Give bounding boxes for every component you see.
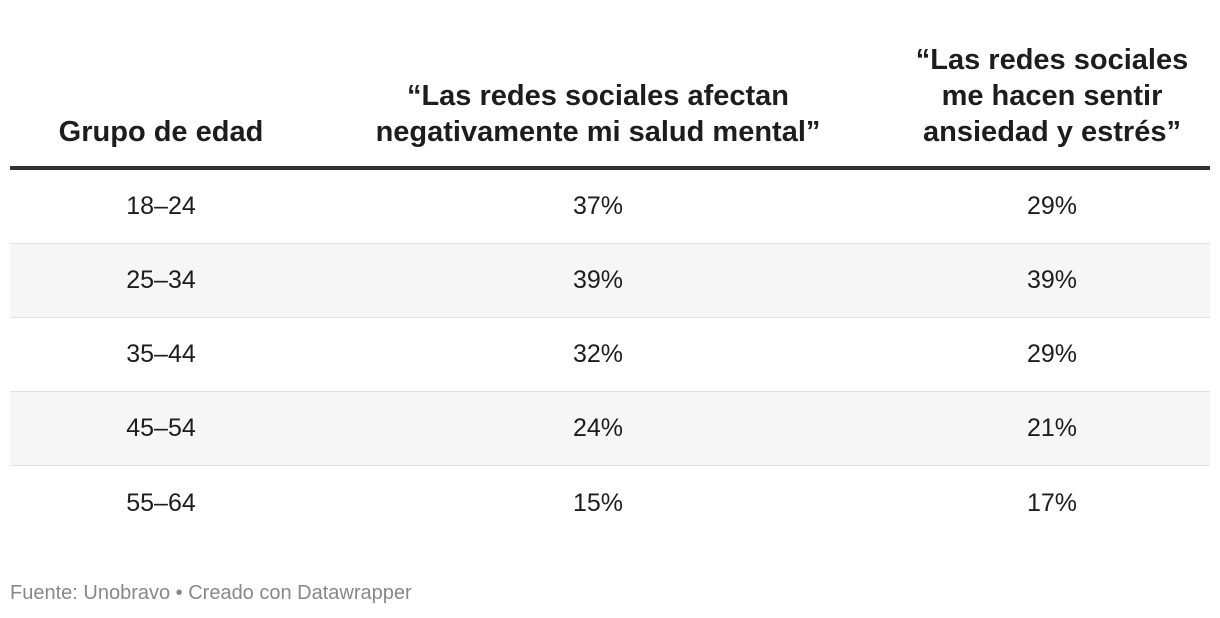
table-row: 25–34 39% 39% bbox=[10, 244, 1210, 318]
header-age-group-label: Grupo de edad bbox=[58, 116, 264, 148]
header-anxiety-stress: “Las redes sociales me hacen sentir ansi… bbox=[884, 42, 1210, 166]
cell-negative-mental-health: 32% bbox=[572, 340, 624, 368]
cell-anxiety-stress: 17% bbox=[1026, 488, 1078, 517]
cell-anxiety-stress: 39% bbox=[1026, 266, 1078, 294]
cell-age-group: 55–64 bbox=[126, 488, 196, 517]
table-row: 35–44 32% 29% bbox=[10, 318, 1210, 392]
header-anxiety-stress-line-1: “Las redes sociales bbox=[915, 44, 1189, 76]
data-table: Grupo de edad “Las redes sociales afecta… bbox=[10, 0, 1210, 540]
source-credit: Fuente: Unobravo • Creado con Datawrappe… bbox=[10, 582, 412, 604]
cell-anxiety-stress: 29% bbox=[1026, 340, 1078, 368]
header-negative-mental-health-line-2: negativamente mi salud mental” bbox=[375, 116, 821, 148]
cell-age-group: 25–34 bbox=[126, 266, 196, 294]
cell-age-group: 18–24 bbox=[126, 192, 196, 220]
table-row: 18–24 37% 29% bbox=[10, 170, 1210, 244]
header-age-group: Grupo de edad bbox=[10, 114, 312, 166]
header-negative-mental-health-line-1: “Las redes sociales afectan bbox=[406, 80, 790, 112]
cell-anxiety-stress: 21% bbox=[1026, 414, 1078, 442]
cell-anxiety-stress: 29% bbox=[1026, 192, 1078, 220]
table-body: 18–24 37% 29% 25–34 39% 39% 35–44 32% 29% 45–54 24… bbox=[10, 170, 1210, 540]
header-negative-mental-health: “Las redes sociales afectan negativament… bbox=[312, 78, 884, 166]
header-anxiety-stress-line-2: me hacen sentir bbox=[941, 80, 1163, 112]
cell-negative-mental-health: 39% bbox=[572, 266, 624, 294]
header-anxiety-stress-line-3: ansiedad y estrés” bbox=[923, 116, 1181, 148]
cell-negative-mental-health: 15% bbox=[572, 488, 624, 517]
table-row: 55–64 15% 17% bbox=[10, 466, 1210, 540]
table-row: 45–54 24% 21% bbox=[10, 392, 1210, 466]
cell-age-group: 45–54 bbox=[126, 414, 196, 442]
table-header: Grupo de edad “Las redes sociales afecta… bbox=[10, 0, 1210, 170]
cell-age-group: 35–44 bbox=[126, 340, 196, 368]
cell-negative-mental-health: 24% bbox=[572, 414, 624, 442]
cell-negative-mental-health: 37% bbox=[572, 192, 624, 220]
